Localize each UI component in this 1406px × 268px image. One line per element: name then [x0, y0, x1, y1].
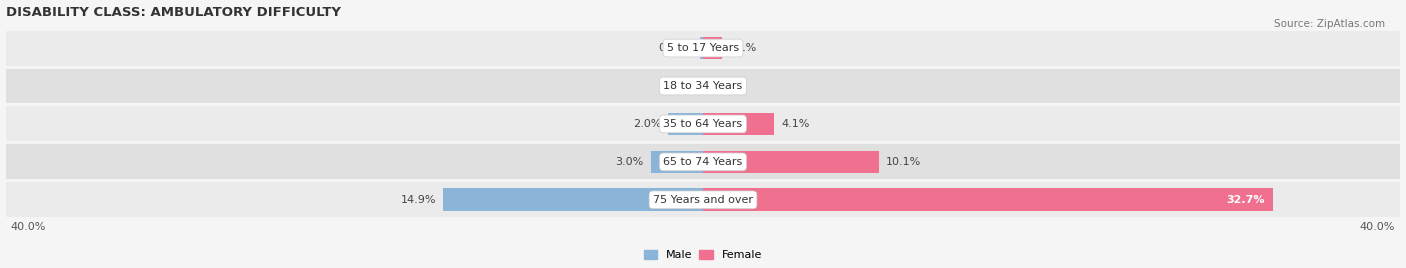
Text: 14.9%: 14.9% [401, 195, 436, 205]
Bar [6, 106, 1400, 142]
Text: 0.16%: 0.16% [658, 43, 693, 53]
Text: 40.0%: 40.0% [1360, 222, 1395, 232]
Bar [651, 151, 703, 173]
Bar [700, 37, 703, 59]
Bar [703, 188, 1274, 211]
Text: 1.1%: 1.1% [730, 43, 758, 53]
Legend: Male, Female: Male, Female [644, 250, 762, 260]
Text: 18 to 34 Years: 18 to 34 Years [664, 81, 742, 91]
Text: DISABILITY CLASS: AMBULATORY DIFFICULTY: DISABILITY CLASS: AMBULATORY DIFFICULTY [6, 6, 340, 18]
Text: 75 Years and over: 75 Years and over [652, 195, 754, 205]
Bar [6, 31, 1400, 65]
Bar [703, 113, 775, 135]
Text: 4.1%: 4.1% [782, 119, 810, 129]
Text: 0.0%: 0.0% [666, 81, 695, 91]
Bar [703, 151, 879, 173]
Text: 10.1%: 10.1% [886, 157, 921, 167]
Text: 32.7%: 32.7% [1226, 195, 1264, 205]
Bar [703, 37, 723, 59]
Bar [443, 188, 703, 211]
Bar [668, 113, 703, 135]
Text: 0.0%: 0.0% [711, 81, 740, 91]
Text: 35 to 64 Years: 35 to 64 Years [664, 119, 742, 129]
Text: 2.0%: 2.0% [633, 119, 661, 129]
Text: 40.0%: 40.0% [11, 222, 46, 232]
Text: 65 to 74 Years: 65 to 74 Years [664, 157, 742, 167]
Text: Source: ZipAtlas.com: Source: ZipAtlas.com [1274, 19, 1385, 29]
Bar [6, 144, 1400, 179]
Text: 5 to 17 Years: 5 to 17 Years [666, 43, 740, 53]
Text: 3.0%: 3.0% [616, 157, 644, 167]
Bar [6, 183, 1400, 217]
Bar [6, 69, 1400, 103]
